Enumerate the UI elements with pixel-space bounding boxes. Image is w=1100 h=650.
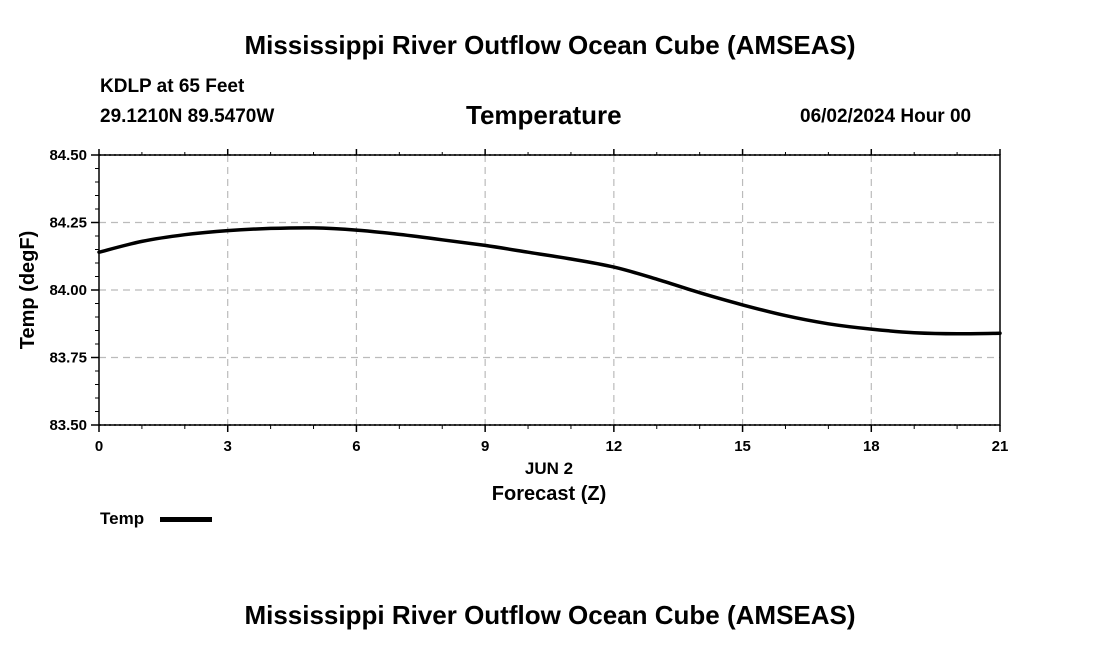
x-tick-label: 12 — [606, 438, 623, 455]
legend-swatch — [160, 517, 212, 522]
station-label: KDLP at 65 Feet — [100, 76, 245, 97]
x-tick-label: 9 — [481, 438, 489, 455]
x-tick-label: 18 — [863, 438, 880, 455]
y-tick-label: 84.50 — [49, 147, 87, 164]
y-tick-label: 83.75 — [49, 350, 87, 367]
x-tick-label: 6 — [352, 438, 360, 455]
y-tick-label: 84.25 — [49, 215, 87, 232]
legend-label: Temp — [100, 509, 145, 528]
chart-title-bottom: Mississippi River Outflow Ocean Cube (AM… — [244, 600, 856, 630]
x-tick-label: 0 — [95, 438, 103, 455]
axis-ticks — [91, 149, 1001, 432]
x-axis-labels: 0 3 6 9 12 15 18 21 — [95, 438, 1009, 455]
y-axis-title: Temp (degF) — [17, 231, 39, 350]
y-tick-label: 83.50 — [49, 417, 87, 434]
x-tick-label: 21 — [992, 438, 1009, 455]
temp-series-line — [97, 226, 1002, 336]
forecast-datetime: 06/02/2024 Hour 00 — [800, 106, 972, 127]
x-tick-label: 15 — [734, 438, 751, 455]
y-axis-labels: 83.50 83.75 84.00 84.25 84.50 — [49, 147, 87, 434]
variable-title: Temperature — [466, 100, 622, 130]
coordinates-label: 29.1210N 89.5470W — [100, 106, 275, 127]
x-axis-date-label: JUN 2 — [525, 459, 573, 478]
y-tick-label: 84.00 — [49, 282, 87, 299]
x-tick-label: 3 — [224, 438, 232, 455]
chart-title-top: Mississippi River Outflow Ocean Cube (AM… — [244, 30, 856, 60]
chart-grid — [99, 154, 1000, 426]
x-axis-title: Forecast (Z) — [492, 483, 606, 505]
